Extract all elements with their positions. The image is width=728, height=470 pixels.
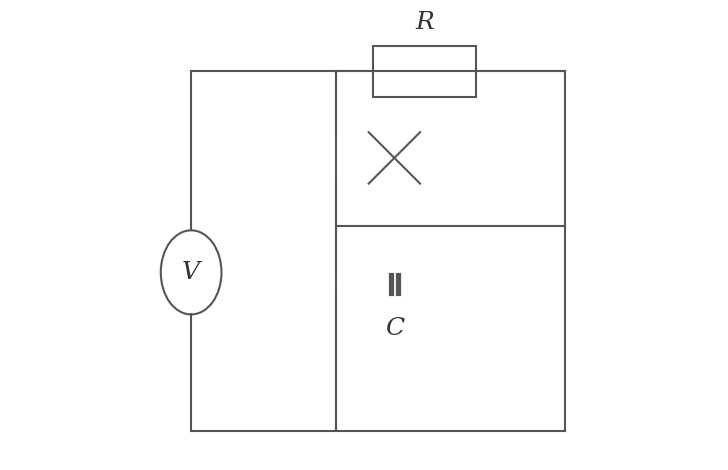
Text: R: R	[415, 11, 434, 34]
Text: C: C	[385, 317, 404, 340]
Bar	[373, 46, 476, 97]
Text: V: V	[182, 261, 200, 284]
